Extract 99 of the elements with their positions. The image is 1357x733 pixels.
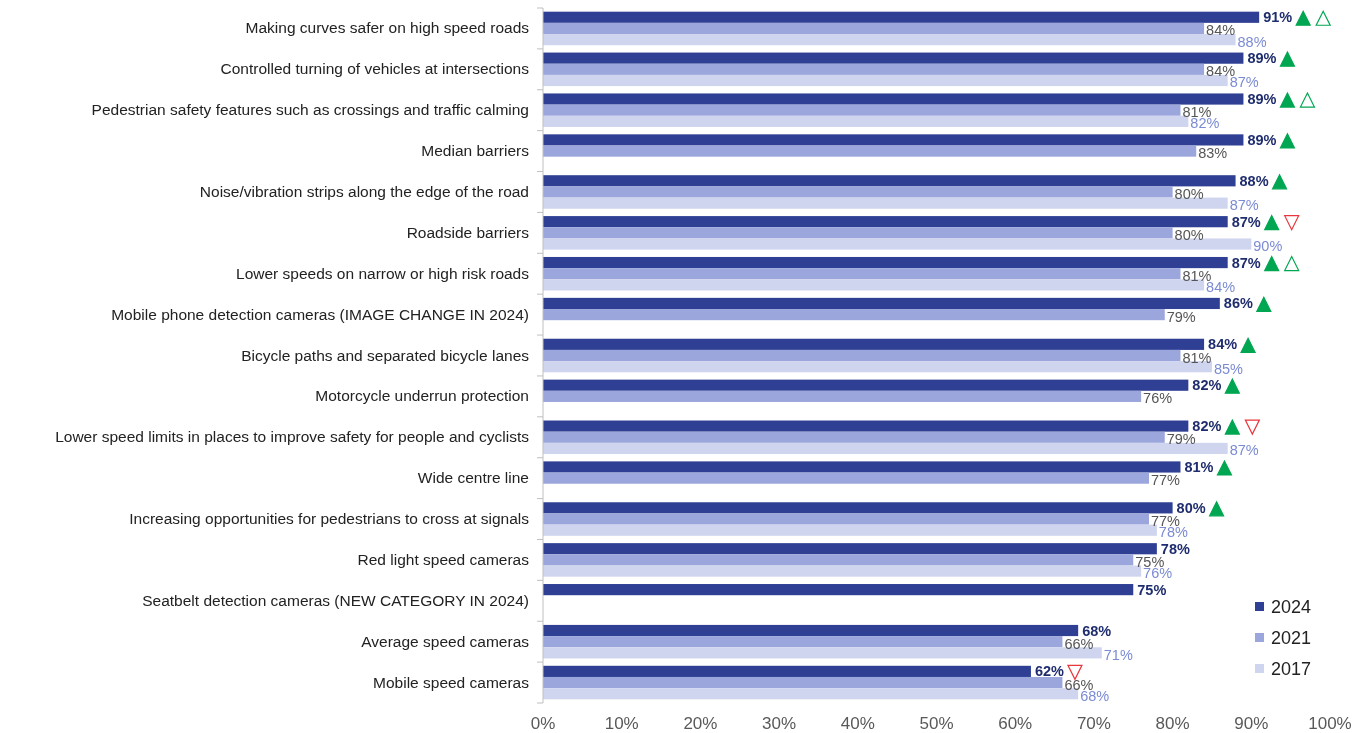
y-tick-label: Motorcycle underrun protection bbox=[315, 387, 529, 405]
data-label: 91% bbox=[1263, 9, 1293, 26]
bar bbox=[543, 11, 1260, 23]
data-label: 89% bbox=[1247, 91, 1277, 108]
x-tick-label: 10% bbox=[604, 714, 639, 733]
bar bbox=[543, 647, 1102, 659]
bar bbox=[543, 216, 1228, 228]
data-label: 88% bbox=[1237, 33, 1267, 50]
y-tick-label: Lower speed limits in places to improve safety for people and cyclists bbox=[55, 428, 530, 446]
data-label: 62% bbox=[1034, 663, 1065, 680]
y-tick-label: Mobile phone detection cameras (IMAGE CHANGE IN 2024) bbox=[111, 305, 529, 323]
bar bbox=[543, 104, 1181, 116]
bar bbox=[543, 461, 1181, 473]
y-tick-label: Seatbelt detection cameras (NEW CATEGORY IN 2024) bbox=[142, 591, 529, 609]
y-tick-label: Roadside barriers bbox=[406, 223, 530, 241]
data-label: 84% bbox=[1206, 22, 1236, 39]
bar bbox=[543, 186, 1173, 198]
bar bbox=[543, 420, 1189, 432]
legend-label: 2021 bbox=[1271, 628, 1312, 648]
legend-label: 2017 bbox=[1271, 659, 1312, 679]
bar bbox=[543, 227, 1173, 239]
bar bbox=[543, 472, 1149, 484]
data-label: 80% bbox=[1174, 185, 1204, 202]
data-label: 77% bbox=[1150, 472, 1181, 489]
y-tick-label: Median barriers bbox=[421, 142, 530, 160]
bar bbox=[543, 665, 1031, 677]
bar bbox=[543, 688, 1079, 700]
data-label: 85% bbox=[1213, 360, 1244, 377]
bar bbox=[543, 676, 1063, 689]
bar bbox=[543, 268, 1181, 280]
data-label: 75% bbox=[1137, 581, 1167, 598]
bar bbox=[543, 309, 1165, 321]
y-tick-label: Wide centre line bbox=[417, 469, 529, 487]
x-tick-label: 50% bbox=[919, 714, 954, 733]
y-tick-label: Pedestrian safety features such as crossings and traffic calming bbox=[91, 101, 529, 119]
x-tick-label: 20% bbox=[683, 714, 718, 733]
x-tick-label: 100% bbox=[1308, 714, 1352, 733]
bar bbox=[543, 52, 1244, 64]
bar bbox=[543, 93, 1244, 105]
bar bbox=[543, 134, 1244, 146]
bar bbox=[543, 554, 1134, 566]
bar bbox=[543, 584, 1134, 596]
bar bbox=[543, 63, 1205, 75]
y-tick-label: Mobile speed cameras bbox=[373, 673, 530, 691]
x-tick-label: 0% bbox=[530, 714, 556, 733]
bar bbox=[543, 349, 1181, 362]
data-label: 90% bbox=[1253, 238, 1283, 255]
data-label: 87% bbox=[1231, 213, 1261, 230]
bar bbox=[543, 279, 1205, 291]
x-tick-label: 60% bbox=[998, 714, 1033, 733]
bar bbox=[543, 22, 1205, 35]
bar bbox=[543, 543, 1157, 555]
data-label: 86% bbox=[1223, 295, 1253, 312]
bar bbox=[543, 145, 1197, 157]
y-tick-label: Making curves safer on high speed roads bbox=[245, 19, 530, 37]
data-label: 81% bbox=[1184, 458, 1214, 475]
data-label: 79% bbox=[1166, 308, 1196, 325]
data-label: 88% bbox=[1239, 172, 1269, 189]
data-label: 78% bbox=[1160, 540, 1190, 557]
data-label: 71% bbox=[1103, 646, 1133, 663]
x-tick-label: 90% bbox=[1234, 714, 1269, 733]
bar bbox=[543, 256, 1228, 269]
y-tick-label: Bicycle paths and separated bicycle lanes bbox=[241, 346, 530, 364]
bar bbox=[543, 238, 1252, 250]
legend-label: 2024 bbox=[1271, 597, 1312, 617]
x-tick-label: 40% bbox=[840, 714, 875, 733]
y-tick-label: Red light speed cameras bbox=[357, 550, 530, 568]
bar bbox=[543, 197, 1228, 209]
bar bbox=[543, 361, 1212, 373]
bar bbox=[543, 513, 1149, 525]
bar bbox=[543, 636, 1063, 648]
y-tick-label: Increasing opportunities for pedestrians to cross at signals bbox=[129, 510, 530, 528]
data-label: 80% bbox=[1174, 226, 1204, 243]
x-tick-label: 80% bbox=[1155, 714, 1190, 733]
x-tick-label: 30% bbox=[762, 714, 797, 733]
bar bbox=[543, 297, 1220, 310]
bar bbox=[543, 338, 1205, 350]
data-label: 76% bbox=[1143, 390, 1173, 407]
data-label: 87% bbox=[1229, 197, 1259, 214]
data-label: 82% bbox=[1192, 377, 1222, 394]
bar bbox=[543, 624, 1079, 637]
bar bbox=[543, 390, 1142, 402]
data-label: 80% bbox=[1176, 499, 1206, 516]
y-tick-label: Average speed cameras bbox=[361, 632, 530, 650]
y-tick-label: Noise/vibration strips along the edge of the road bbox=[199, 182, 529, 200]
data-label: 87% bbox=[1229, 442, 1259, 459]
bar bbox=[543, 34, 1236, 46]
bar bbox=[543, 431, 1165, 443]
bar bbox=[543, 442, 1228, 455]
bar bbox=[543, 175, 1236, 187]
data-label: 89% bbox=[1247, 131, 1277, 148]
data-label: 87% bbox=[1231, 254, 1261, 271]
y-tick-label: Controlled turning of vehicles at intersections bbox=[220, 60, 530, 78]
y-tick-label: Lower speeds on narrow or high risk roads bbox=[236, 264, 530, 282]
data-label: 83% bbox=[1198, 145, 1228, 162]
bar bbox=[543, 502, 1173, 514]
data-label: 89% bbox=[1247, 50, 1277, 67]
x-tick-label: 70% bbox=[1076, 714, 1111, 733]
bar bbox=[543, 379, 1189, 391]
